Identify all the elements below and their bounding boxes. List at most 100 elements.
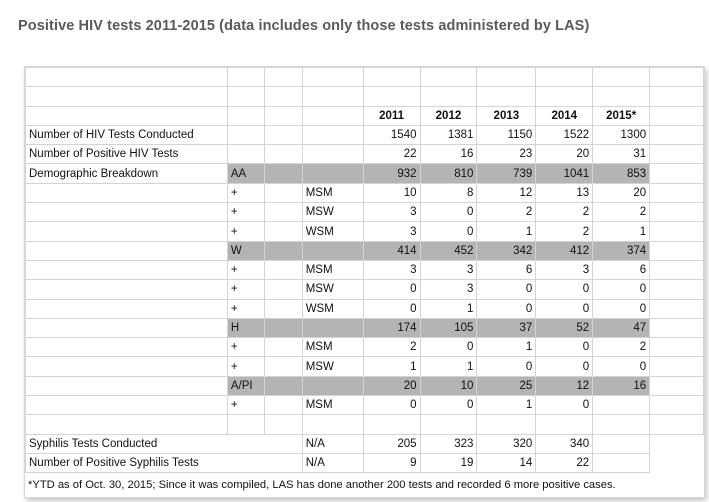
- empty-cell: [263, 105, 303, 126]
- table-row: Number of Positive HIV Tests 22 16 23 20 31: [25, 144, 704, 165]
- empty-cell: [476, 86, 537, 107]
- group-blank: [301, 163, 364, 184]
- value-cell: 8: [419, 182, 478, 204]
- empty-cell: [419, 86, 478, 107]
- empty-cell: [535, 86, 594, 107]
- empty-cell: [301, 124, 364, 146]
- value-cell: 0: [535, 356, 594, 377]
- value-cell: 52: [535, 317, 594, 339]
- value-cell: 0: [476, 356, 537, 377]
- value-cell: 323: [419, 433, 478, 454]
- value-cell: 2: [592, 337, 651, 358]
- value-cell: 3: [362, 259, 421, 281]
- hiv-data-table: 2011 2012 2013 2014 2015* Number of HIV Tests…: [25, 67, 704, 474]
- value-cell: 23: [476, 144, 537, 165]
- empty-cell: [649, 202, 704, 223]
- table-row: + MSM 10 8 12 13 20: [25, 182, 704, 204]
- empty-cell: [226, 105, 265, 126]
- group-label: AA: [226, 163, 265, 184]
- value-cell: 6: [476, 259, 537, 281]
- value-cell: 1041: [535, 163, 594, 184]
- empty-cell: [263, 221, 303, 242]
- footnote: *YTD as of Oct. 30, 2015; Since it was c…: [28, 479, 616, 491]
- value-cell: 342: [476, 240, 537, 261]
- value-cell: 0: [419, 202, 478, 223]
- row-label: [25, 240, 228, 261]
- empty-cell: [263, 124, 303, 146]
- group-label: H: [226, 317, 265, 339]
- plus-marker: +: [226, 182, 265, 204]
- value-cell: 0: [592, 298, 651, 319]
- empty-cell: [362, 414, 421, 435]
- group-blank: [263, 375, 303, 397]
- table-row: + MSM 2 0 1 0 2: [25, 337, 704, 358]
- value-cell: 1381: [419, 124, 478, 146]
- row-label: Number of Positive HIV Tests: [25, 144, 228, 165]
- value-cell: 1300: [592, 124, 651, 146]
- year-header: 2011: [362, 105, 421, 126]
- empty-cell: [649, 414, 704, 435]
- table-row: + MSM 0 0 1 0: [25, 395, 704, 416]
- value-cell: 20: [535, 144, 594, 165]
- value-cell: 2: [592, 202, 651, 223]
- value-cell: 320: [476, 433, 537, 454]
- plus-marker: +: [226, 298, 265, 319]
- table-header-row: 2011 2012 2013 2014 2015*: [25, 105, 704, 126]
- empty-cell: [649, 163, 704, 184]
- empty-cell: [263, 259, 303, 281]
- empty-cell: [649, 375, 704, 397]
- plus-marker: +: [226, 356, 265, 377]
- table-row: + WSM 0 1 0 0 0: [25, 298, 704, 319]
- value-cell: 853: [592, 163, 651, 184]
- empty-cell: [263, 202, 303, 223]
- empty-cell: [649, 221, 704, 242]
- value-cell: 12: [535, 375, 594, 397]
- row-label: [25, 298, 228, 319]
- group-blank: [263, 163, 303, 184]
- empty-cell: [419, 414, 478, 435]
- group-label: W: [226, 240, 265, 261]
- value-cell: 14: [476, 452, 537, 474]
- plus-marker: +: [226, 279, 265, 300]
- value-cell: 3: [362, 202, 421, 223]
- row-label: [25, 375, 228, 397]
- value-cell: 0: [535, 279, 594, 300]
- empty-cell: [649, 395, 704, 416]
- value-cell: 2: [535, 221, 594, 242]
- subgroup-label: WSM: [301, 221, 364, 242]
- empty-cell: [263, 356, 303, 377]
- plus-marker: +: [226, 337, 265, 358]
- empty-cell: [649, 67, 704, 88]
- row-label: [25, 259, 228, 281]
- empty-cell: [263, 279, 303, 300]
- empty-cell: [649, 182, 704, 204]
- empty-cell: [263, 67, 303, 88]
- value-cell: 1: [362, 356, 421, 377]
- value-cell: 1522: [535, 124, 594, 146]
- empty-cell: [263, 395, 303, 416]
- value-cell: 0: [535, 395, 594, 416]
- empty-cell: [476, 414, 537, 435]
- value-cell: 20: [362, 375, 421, 397]
- subgroup-label: MSW: [301, 279, 364, 300]
- value-cell: 3: [535, 259, 594, 281]
- empty-cell: [362, 67, 421, 88]
- value-cell: 1: [592, 221, 651, 242]
- row-label: Number of Positive Syphilis Tests: [25, 452, 303, 474]
- subgroup-label: MSM: [301, 395, 364, 416]
- empty-cell: [263, 86, 303, 107]
- value-cell: 37: [476, 317, 537, 339]
- empty-cell: [25, 105, 228, 126]
- value-cell: 10: [362, 182, 421, 204]
- value-cell: 0: [362, 298, 421, 319]
- value-cell: 340: [535, 433, 594, 454]
- table-row: + WSM 3 0 1 2 1: [25, 221, 704, 242]
- empty-cell: [592, 86, 651, 107]
- subgroup-label: MSW: [301, 356, 364, 377]
- subgroup-label: MSM: [301, 259, 364, 281]
- value-cell: 0: [476, 279, 537, 300]
- row-label: [25, 395, 228, 416]
- table-row: [25, 86, 704, 107]
- empty-cell: [535, 67, 594, 88]
- empty-cell: [226, 86, 265, 107]
